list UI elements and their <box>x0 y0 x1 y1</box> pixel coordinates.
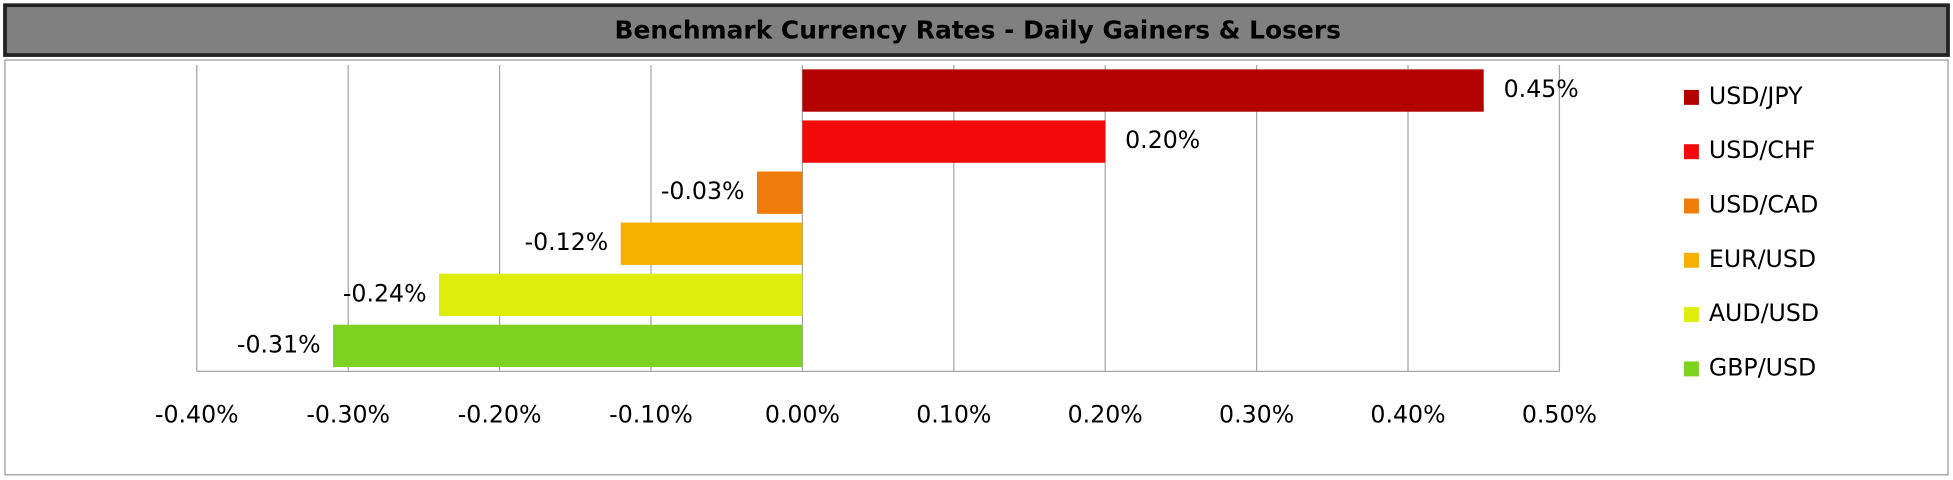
legend-label: EUR/USD <box>1709 245 1816 273</box>
x-tick-label: 0.50% <box>1522 401 1597 429</box>
legend-label: GBP/USD <box>1709 353 1816 381</box>
bar <box>802 120 1106 163</box>
x-tick-label: -0.40% <box>155 401 239 429</box>
bar <box>439 273 803 316</box>
x-tick-label: -0.30% <box>306 401 390 429</box>
bar <box>756 171 803 214</box>
data-label: 0.20% <box>1125 126 1200 154</box>
chart-title: Benchmark Currency Rates - Daily Gainers… <box>615 15 1341 44</box>
data-label: 0.45% <box>1504 75 1579 103</box>
legend-swatch <box>1683 144 1699 160</box>
bar <box>620 222 803 265</box>
legend-swatch <box>1683 89 1699 105</box>
chart-frame <box>4 59 1949 476</box>
legend-label: USD/CHF <box>1709 136 1815 164</box>
legend-label: USD/CAD <box>1709 190 1818 218</box>
title-bar <box>3 3 1950 57</box>
data-label: -0.24% <box>343 279 427 307</box>
legend-swatch <box>1683 198 1699 214</box>
bar <box>333 324 803 368</box>
bar <box>802 69 1484 112</box>
legend-label: AUD/USD <box>1709 299 1819 327</box>
x-tick-label: 0.20% <box>1068 401 1143 429</box>
x-tick-label: 0.30% <box>1219 401 1294 429</box>
x-tick-label: 0.00% <box>765 401 840 429</box>
x-tick-label: -0.10% <box>609 401 693 429</box>
x-tick-label: 0.10% <box>916 401 991 429</box>
data-label: -0.12% <box>525 228 609 256</box>
legend-swatch <box>1683 307 1699 323</box>
x-tick-label: -0.20% <box>458 401 542 429</box>
legend-label: USD/JPY <box>1709 82 1803 110</box>
x-tick-label: 0.40% <box>1370 401 1445 429</box>
legend-swatch <box>1683 252 1699 268</box>
data-label: -0.31% <box>237 330 321 358</box>
data-label: -0.03% <box>661 177 745 205</box>
legend-swatch <box>1683 361 1699 377</box>
